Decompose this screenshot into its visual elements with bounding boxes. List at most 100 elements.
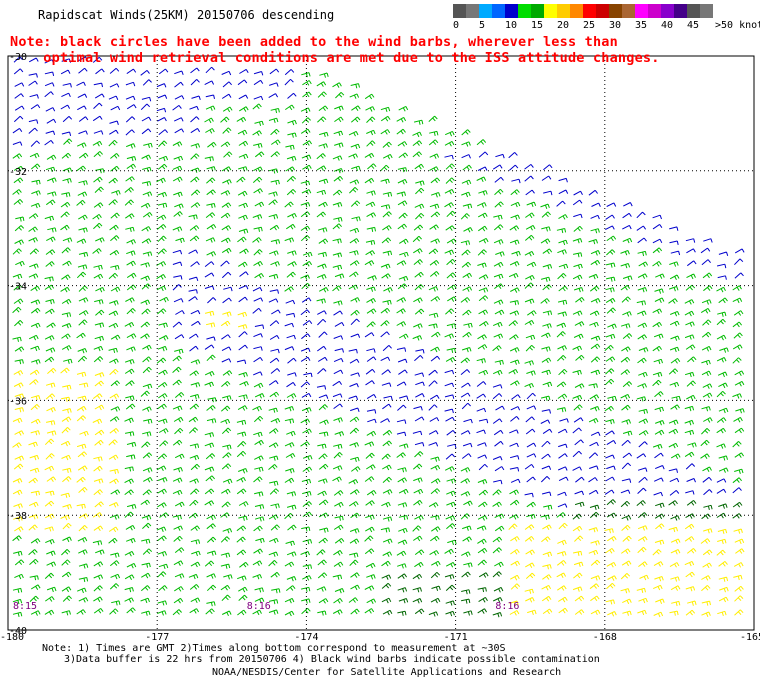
colorbar-swatch	[531, 4, 557, 18]
wind-barb	[60, 211, 70, 218]
wind-barb	[237, 575, 247, 581]
wind-barb	[78, 563, 89, 569]
wind-barb	[45, 299, 55, 305]
wind-barb	[620, 588, 630, 594]
wind-barb	[284, 418, 295, 424]
wind-barb	[381, 597, 392, 604]
wind-barb	[526, 201, 537, 207]
wind-barb	[621, 560, 632, 567]
wind-barb	[381, 560, 391, 567]
wind-barb	[605, 430, 615, 436]
wind-barb	[333, 335, 344, 340]
footnote-line-2: 3)Data buffer is 22 hrs from 20150706 4)…	[64, 654, 600, 665]
wind-barb	[605, 297, 616, 304]
wind-barb	[398, 369, 408, 375]
wind-barb	[141, 514, 152, 521]
wind-barb	[301, 297, 312, 303]
wind-barb	[300, 202, 311, 208]
wind-barb	[316, 298, 326, 304]
wind-barb	[108, 95, 119, 100]
wind-barb	[492, 384, 503, 389]
wind-barb	[365, 514, 375, 520]
wind-barb	[238, 214, 248, 221]
wind-barb	[701, 513, 711, 520]
wind-barb	[526, 392, 536, 400]
wind-barb	[174, 95, 185, 100]
wind-barb	[524, 234, 535, 241]
wind-barb	[190, 394, 200, 400]
wind-barb	[415, 393, 425, 398]
wind-barb	[109, 608, 119, 615]
wind-barb	[95, 68, 105, 75]
wind-barb	[44, 500, 55, 507]
wind-barb	[607, 323, 617, 329]
wind-barb	[44, 59, 55, 64]
wind-barb	[188, 416, 199, 423]
wind-barb	[637, 250, 647, 257]
wind-barb	[92, 393, 103, 399]
wind-barb	[430, 238, 440, 244]
wind-barb	[60, 201, 71, 208]
wind-barb	[46, 476, 57, 482]
wind-barb	[652, 308, 663, 314]
wind-barb	[13, 199, 24, 205]
wind-barb	[701, 259, 711, 266]
wind-barb	[430, 192, 441, 198]
wind-barb	[302, 91, 312, 98]
wind-barb	[157, 502, 167, 508]
wind-barb	[110, 153, 120, 159]
wind-barb	[414, 561, 424, 568]
wind-barb	[45, 393, 56, 400]
wind-barb	[444, 394, 455, 399]
wind-barb	[478, 596, 488, 603]
wind-barb	[397, 167, 408, 173]
wind-barb	[190, 309, 201, 315]
wind-barb	[604, 405, 614, 412]
wind-barb	[30, 163, 41, 170]
wind-barb	[606, 512, 617, 519]
wind-barb	[238, 501, 249, 507]
wind-barb	[143, 418, 153, 424]
wind-barb	[30, 404, 40, 411]
wind-barb	[542, 310, 553, 316]
wind-barb	[270, 524, 280, 531]
wind-barb	[110, 165, 120, 172]
wind-barb	[157, 308, 167, 315]
wind-barb	[78, 56, 88, 62]
wind-barb	[591, 202, 601, 207]
wind-barb	[61, 571, 72, 578]
wind-barb	[415, 349, 425, 354]
wind-barb	[221, 381, 231, 387]
wind-barb	[463, 500, 473, 507]
wind-barb	[428, 430, 439, 435]
wind-barb	[109, 428, 119, 434]
wind-barb	[253, 143, 263, 149]
wind-barb	[364, 585, 375, 591]
wind-barb	[398, 488, 409, 495]
wind-barb	[140, 499, 151, 506]
wind-barb	[141, 116, 152, 122]
wind-barb	[332, 238, 342, 244]
wind-barb	[495, 153, 505, 159]
wind-barb	[572, 310, 583, 316]
wind-barb	[108, 199, 118, 206]
wind-barb	[492, 571, 502, 578]
wind-barb	[349, 227, 360, 234]
wind-barb	[703, 238, 713, 243]
wind-barb	[221, 427, 232, 435]
wind-barb	[206, 418, 217, 424]
wind-barb	[222, 106, 233, 113]
wind-barb	[446, 478, 456, 484]
wind-barb	[253, 333, 263, 338]
wind-barb	[254, 466, 264, 472]
wind-barb	[93, 561, 104, 567]
wind-barb	[477, 479, 488, 485]
wind-barb	[28, 57, 39, 63]
wind-barb	[428, 115, 438, 122]
wind-barb	[413, 119, 424, 125]
wind-barb	[317, 356, 328, 362]
wind-barb	[605, 356, 616, 362]
wind-barb	[462, 331, 472, 338]
wind-barb	[670, 250, 681, 256]
wind-barb	[254, 393, 265, 399]
